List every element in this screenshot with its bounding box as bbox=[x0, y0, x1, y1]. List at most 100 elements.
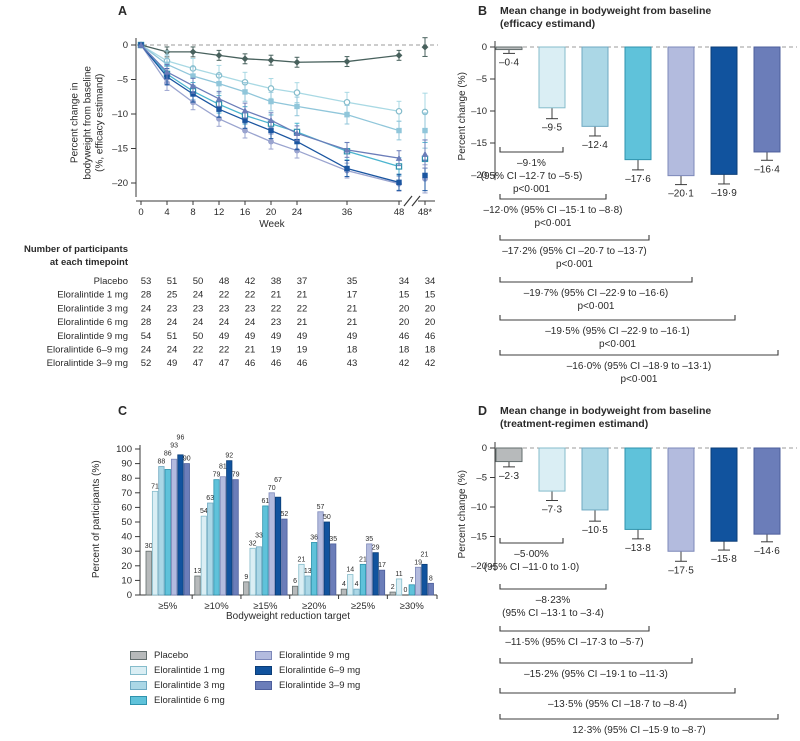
diamond-marker bbox=[395, 51, 403, 59]
table-count: 52 bbox=[141, 358, 152, 369]
legend-label: Eloralintide 1 mg bbox=[154, 665, 225, 676]
panel-b-title-line2: (efficacy estimand) bbox=[500, 18, 596, 30]
table-count: 24 bbox=[245, 317, 256, 328]
c-y-tick-label: 30 bbox=[121, 546, 132, 557]
bar-eloralintide-3–9-mg: –14·6 bbox=[753, 447, 781, 557]
bar-rect bbox=[753, 447, 781, 535]
c-bar-value-label: 86 bbox=[164, 451, 172, 458]
bar-eloralintide-1-mg: –7·3 bbox=[538, 447, 566, 516]
comparison-text: –5·00% bbox=[514, 549, 549, 560]
table-count: 46 bbox=[425, 331, 436, 342]
c-bar-value-label: 52 bbox=[281, 511, 289, 518]
circle-marker bbox=[242, 127, 248, 134]
c-bar bbox=[414, 566, 422, 596]
table-count: 24 bbox=[167, 345, 178, 356]
c-bar bbox=[281, 518, 288, 596]
table-count: 24 bbox=[193, 317, 204, 328]
panel-c-label: C bbox=[118, 404, 128, 418]
comparison-text: –19·5% (95% CI –22·9 to –16·1) bbox=[545, 326, 690, 337]
legend-swatch bbox=[255, 681, 272, 690]
diamond-marker bbox=[241, 55, 249, 63]
panel-a-label: A bbox=[118, 4, 128, 18]
table-count: 42 bbox=[425, 358, 436, 369]
table-count: 28 bbox=[141, 317, 152, 328]
a-x-tick-label: 16 bbox=[240, 207, 251, 218]
c-y-tick-label: 50 bbox=[121, 517, 132, 528]
bar-value-label: –12·4 bbox=[582, 140, 608, 151]
a-y-tick-label: 0 bbox=[123, 40, 128, 51]
c-bar bbox=[268, 492, 275, 596]
c-category-label: ≥30% bbox=[400, 601, 425, 612]
table-count: 17 bbox=[347, 290, 358, 301]
table-count: 23 bbox=[167, 303, 178, 314]
c-bar-value-label: 33 bbox=[255, 532, 263, 539]
c-y-tick-label: 90 bbox=[121, 459, 132, 470]
bar-rect bbox=[624, 46, 652, 161]
table-count: 49 bbox=[219, 331, 230, 342]
legend-label: Eloralintide 6–9 mg bbox=[279, 665, 361, 676]
c-bar-value-label: 13 bbox=[304, 568, 312, 575]
comparison-2: –8·23% (95% CI –13·1 to –3·4) bbox=[499, 584, 607, 619]
legend-item: Eloralintide 6–9 mg bbox=[255, 663, 360, 678]
c-bar-value-label: 4 bbox=[342, 581, 346, 588]
table-count: 28 bbox=[141, 290, 152, 301]
table-count: 19 bbox=[297, 345, 308, 356]
a-x-tick-label: 8 bbox=[190, 207, 195, 218]
square-marker bbox=[344, 165, 350, 172]
c-bar-value-label: 93 bbox=[170, 443, 178, 450]
c-bar-value-label: 90 bbox=[183, 456, 191, 463]
comparison-5: –19·5% (95% CI –22·9 to –16·1) p<0·001 bbox=[499, 315, 736, 350]
comparison-bracket bbox=[499, 626, 650, 632]
bar-rect bbox=[710, 46, 738, 175]
comparison-bracket bbox=[499, 658, 693, 664]
comparison-bracket bbox=[499, 235, 650, 241]
comparison-text: 12·3% (95% CI –15·9 to –8·7) bbox=[572, 725, 705, 736]
diamond-marker bbox=[343, 58, 351, 65]
legend-label: Eloralintide 6 mg bbox=[154, 695, 225, 706]
bar-rect bbox=[624, 447, 652, 530]
c-bar bbox=[340, 588, 348, 596]
legend-item: Eloralintide 6 mg bbox=[130, 693, 255, 708]
bar-value-label: –17·6 bbox=[625, 174, 651, 185]
table-row-label: Eloralintide 3–9 mg bbox=[47, 358, 128, 369]
circle-marker bbox=[268, 138, 274, 145]
comparison-text: –16·0% (95% CI –18·9 to –13·1) bbox=[567, 361, 712, 372]
c-group-≥20%: 6 21 13 36 57 50 35 bbox=[291, 504, 337, 596]
bar-rect bbox=[495, 46, 523, 51]
table-count: 50 bbox=[193, 276, 204, 287]
table-count: 24 bbox=[219, 317, 230, 328]
table-count: 50 bbox=[193, 331, 204, 342]
table-count: 20 bbox=[399, 317, 410, 328]
bar-value-label: –13·8 bbox=[625, 543, 651, 554]
panel-b-plot: 0 –5 –10 –15 –20 –0·4 –9·5 –12·4 –17·6 –20·1 –19·9… bbox=[471, 41, 797, 385]
c-bar bbox=[164, 469, 171, 596]
a-ylabel-line2: bodyweight from baseline bbox=[81, 66, 93, 180]
table-count: 34 bbox=[399, 276, 410, 287]
panel-d-plot: 0 –5 –10 –15 –20 –2·3 –7·3 –10·5 –13·8 –17·5 –15·8… bbox=[471, 442, 797, 736]
table-count: 20 bbox=[425, 317, 436, 328]
panel-d-label: D bbox=[478, 404, 488, 418]
panel-c-y-axis-label: Percent of participants (%) bbox=[90, 460, 102, 579]
y-tick-label: 0 bbox=[482, 42, 487, 53]
c-bar bbox=[158, 466, 165, 596]
c-bar-value-label: 11 bbox=[395, 571, 402, 578]
comparison-text: –9·1% bbox=[517, 158, 546, 169]
table-row-label: Eloralintide 3 mg bbox=[57, 303, 128, 314]
a-x-tick-label: 20 bbox=[266, 207, 277, 218]
square-marker bbox=[422, 172, 428, 179]
table-count: 21 bbox=[347, 317, 358, 328]
table-row: Eloralintide 3 mg 24 23 23 23 23 22 22 21 20 20 bbox=[57, 303, 435, 314]
c-bar-value-label: 79 bbox=[213, 472, 221, 479]
triangle-marker bbox=[421, 150, 429, 157]
table-count: 22 bbox=[219, 290, 230, 301]
c-bar bbox=[317, 511, 324, 596]
y-tick-label: –5 bbox=[476, 473, 487, 484]
table-count: 18 bbox=[399, 345, 410, 356]
table-count: 21 bbox=[297, 317, 308, 328]
panel-c-x-axis-label: Bodyweight reduction target bbox=[226, 611, 350, 622]
open-circle-marker bbox=[395, 107, 403, 115]
